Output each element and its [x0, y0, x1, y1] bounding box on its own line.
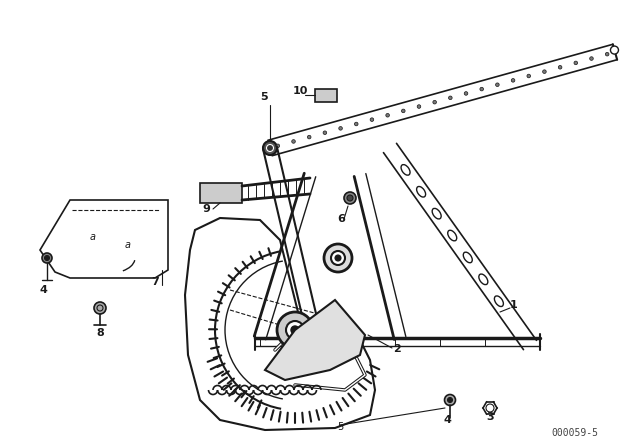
Circle shape: [266, 145, 273, 151]
Circle shape: [42, 253, 52, 263]
Circle shape: [292, 140, 295, 143]
Text: a: a: [125, 240, 131, 250]
Circle shape: [486, 404, 494, 412]
Circle shape: [263, 141, 277, 155]
Circle shape: [605, 52, 609, 56]
Circle shape: [543, 70, 546, 73]
FancyBboxPatch shape: [315, 89, 337, 102]
Text: 4: 4: [443, 415, 451, 425]
Circle shape: [480, 87, 483, 91]
Circle shape: [433, 100, 436, 104]
Circle shape: [291, 326, 299, 334]
Circle shape: [94, 302, 106, 314]
Circle shape: [611, 46, 618, 54]
Text: 1: 1: [510, 300, 518, 310]
Text: 000059-5: 000059-5: [551, 428, 598, 438]
Circle shape: [286, 321, 304, 339]
Circle shape: [355, 122, 358, 126]
Circle shape: [370, 118, 374, 121]
Circle shape: [447, 397, 452, 402]
Circle shape: [45, 255, 49, 260]
Text: 10: 10: [292, 86, 308, 96]
Circle shape: [331, 251, 345, 265]
Circle shape: [344, 192, 356, 204]
FancyBboxPatch shape: [200, 183, 242, 203]
Circle shape: [589, 57, 593, 60]
Circle shape: [386, 113, 389, 117]
Text: 7: 7: [151, 277, 159, 287]
Circle shape: [401, 109, 405, 113]
Text: 3: 3: [486, 412, 494, 422]
Circle shape: [511, 78, 515, 82]
Text: 2: 2: [393, 344, 401, 354]
Circle shape: [417, 105, 420, 108]
Text: 6: 6: [337, 214, 345, 224]
Circle shape: [339, 127, 342, 130]
Circle shape: [347, 195, 353, 201]
Circle shape: [445, 395, 456, 405]
Text: a: a: [90, 232, 96, 242]
Circle shape: [323, 131, 326, 134]
Text: 5: 5: [337, 422, 343, 432]
Polygon shape: [265, 300, 365, 380]
Circle shape: [574, 61, 577, 65]
Circle shape: [558, 65, 562, 69]
Circle shape: [276, 144, 280, 148]
Circle shape: [307, 135, 311, 139]
Circle shape: [464, 92, 468, 95]
Text: 9: 9: [202, 204, 210, 214]
Circle shape: [277, 312, 313, 348]
Circle shape: [324, 244, 352, 272]
Circle shape: [527, 74, 531, 78]
Text: 8: 8: [96, 328, 104, 338]
Text: 4: 4: [39, 285, 47, 295]
Circle shape: [449, 96, 452, 99]
Text: 5: 5: [260, 92, 268, 102]
Circle shape: [495, 83, 499, 86]
Circle shape: [335, 255, 341, 261]
